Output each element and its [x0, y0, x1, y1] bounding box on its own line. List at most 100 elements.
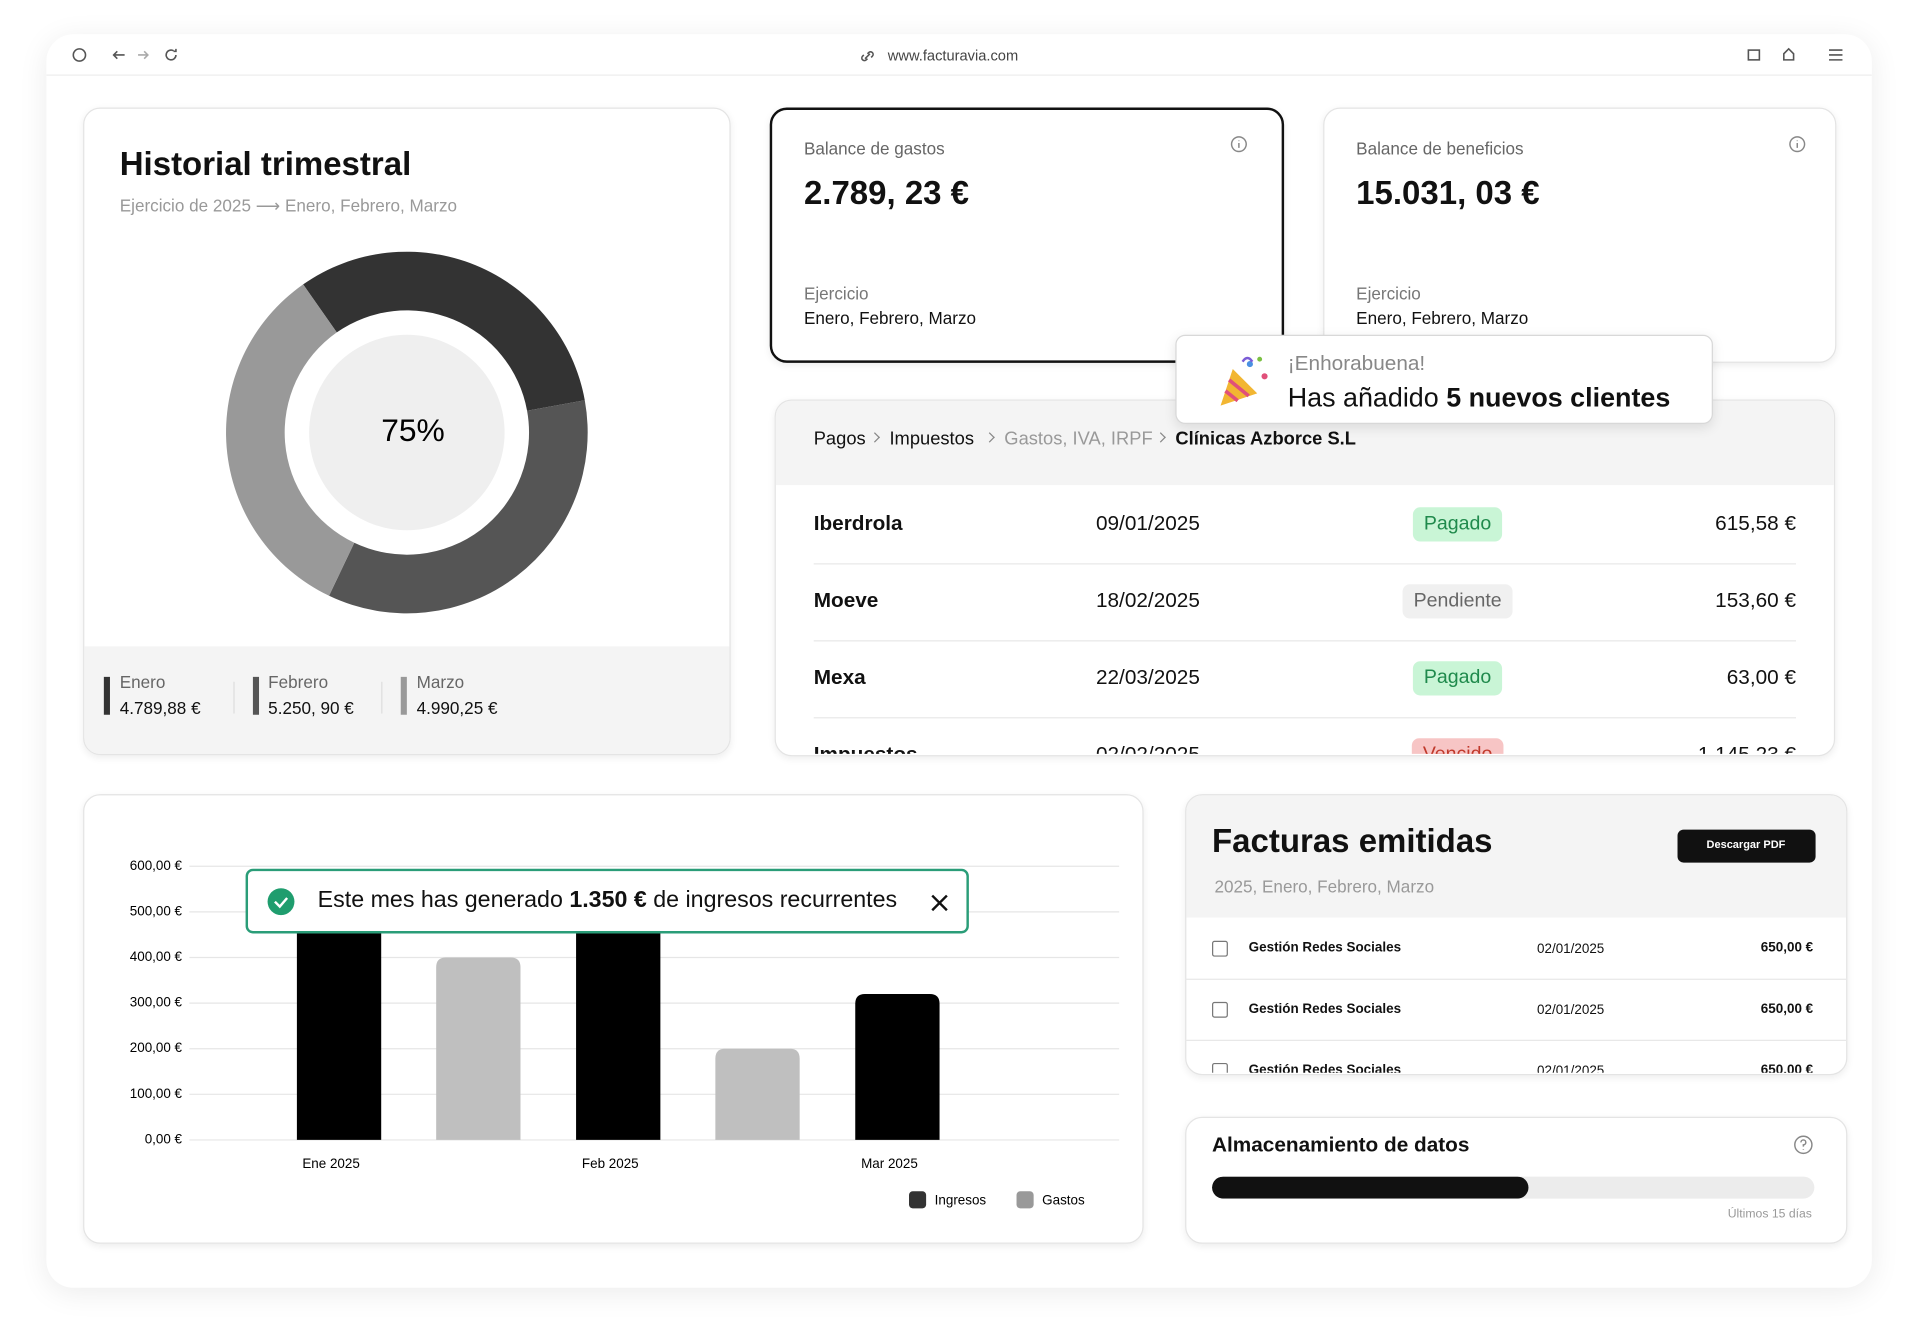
row-separator [1185, 1039, 1848, 1041]
bar [436, 957, 521, 1140]
help-icon[interactable] [1794, 1135, 1813, 1155]
bar [576, 884, 661, 1140]
storage-card [1185, 1116, 1848, 1244]
invoices-table: Gestión Redes Sociales 02/01/2025 650,00 €… [1185, 916, 1848, 1073]
balance-value: 2.789, 23 € [803, 174, 970, 212]
breadcrumb-item: Gastos, IVA, IRPF [1004, 428, 1153, 450]
url[interactable]: www.facturavia.com [887, 46, 1019, 65]
x-tick-label: Ene 2025 [302, 1156, 359, 1171]
y-tick-label: 200,00 € [130, 1040, 183, 1055]
period: Enero, Febrero, Marzo [803, 308, 977, 328]
status: Pagado [1412, 507, 1503, 542]
payee: Moeve [813, 588, 879, 612]
amount: 650,00 € [1760, 940, 1814, 956]
reload-icon[interactable] [165, 48, 177, 61]
forward-icon[interactable] [138, 50, 149, 60]
payee: Impuestos [814, 743, 918, 754]
storage-track [1212, 1176, 1815, 1199]
toast-message: Este mes has generado 1.350 € de ingreso… [317, 887, 898, 915]
breadcrumb-item: Impuestos [889, 428, 975, 450]
button-label[interactable]: Descargar PDF [1706, 838, 1786, 851]
payee: Iberdrola [813, 511, 903, 535]
legend-swatch [909, 1191, 927, 1209]
toast-text: Este mes has generado [317, 887, 563, 914]
row-separator [813, 717, 1797, 719]
status: Pendiente [1402, 584, 1513, 618]
row-separator [1185, 978, 1848, 980]
x-tick-label: Mar 2025 [861, 1156, 918, 1171]
legend-value: 4.990,25 € [416, 698, 498, 718]
tabs-icon[interactable] [1747, 49, 1761, 61]
card-subtitle: 2025, Enero, Febrero, Marzo [1214, 876, 1435, 896]
legend-value: 4.789,88 € [119, 698, 201, 718]
balance-title: Balance de beneficios [1356, 138, 1524, 158]
row-separator [813, 640, 1797, 642]
storage-fill [1212, 1176, 1529, 1199]
x-tick-label: Feb 2025 [582, 1156, 639, 1171]
balance-card[interactable] [1323, 107, 1837, 363]
balance-card[interactable] [769, 107, 1285, 363]
profile-icon[interactable] [72, 48, 87, 62]
toast-highlight: 5 nuevos clientes [1446, 382, 1671, 413]
y-tick-label: 600,00 € [130, 858, 183, 873]
y-tick-label: 500,00 € [130, 903, 183, 918]
donut-segment [303, 251, 585, 411]
amount: 650,00 € [1760, 1062, 1814, 1073]
browser-toolbar [46, 34, 1872, 76]
menu-icon[interactable] [1829, 49, 1843, 61]
checkbox[interactable] [1212, 1062, 1228, 1073]
toast-text: Has añadido [1287, 382, 1439, 413]
amount: 63,00 € [1726, 665, 1797, 689]
y-tick-label: 0,00 € [145, 1131, 183, 1146]
legend-label: Gastos [1042, 1193, 1085, 1208]
payee: Mexa [813, 665, 866, 689]
amount: 1.145,23 € [1698, 743, 1796, 754]
legend-label: Enero [119, 672, 166, 692]
date: 02/01/2025 [1537, 1003, 1605, 1018]
donut-center-label: 75% [381, 412, 445, 448]
date: 02/01/2025 [1537, 941, 1605, 957]
download-button[interactable] [1677, 829, 1816, 863]
storage-caption: Últimos 15 días [1727, 1207, 1812, 1222]
legend-value: 5.250, 90 € [268, 698, 354, 718]
info-icon[interactable] [1789, 136, 1806, 153]
toast: ¡Enhorabuena! Has añadido 5 nuevos clien… [1175, 334, 1713, 424]
y-tick-label: 300,00 € [130, 995, 183, 1010]
date: 22/03/2025 [1095, 665, 1200, 689]
status: Pagado [1412, 661, 1503, 695]
legend-swatch [1016, 1191, 1034, 1209]
bar [855, 993, 940, 1140]
toast-text: de ingresos recurrentes [653, 887, 898, 914]
legend-swatch [400, 676, 407, 715]
service: Gestión Redes Sociales [1248, 1001, 1402, 1017]
back-icon[interactable] [112, 50, 125, 60]
date: 02/02/2025 [1096, 743, 1200, 754]
date: 09/01/2025 [1095, 511, 1200, 535]
period-label: Ejercicio [803, 283, 869, 304]
amount: 615,58 € [1715, 511, 1797, 535]
bar [715, 1048, 800, 1140]
period: Enero, Febrero, Marzo [1356, 308, 1529, 328]
card-title: Historial trimestral [119, 145, 412, 183]
date: 18/02/2025 [1095, 588, 1200, 612]
service: Gestión Redes Sociales [1248, 1062, 1402, 1073]
legend-swatch [103, 676, 110, 715]
toast-highlight: 1.350 € [569, 887, 647, 914]
donut-segment [329, 400, 588, 614]
close-button[interactable] [927, 891, 951, 915]
card-subtitle: Ejercicio de 2025 ⟶ Enero, Febrero, Marz… [119, 195, 458, 216]
toast-message: Has añadido 5 nuevos clientes [1287, 382, 1671, 414]
party-icon [1220, 356, 1268, 406]
checkbox[interactable] [1212, 1001, 1228, 1018]
card-title: Facturas emitidas [1212, 822, 1493, 860]
period-label: Ejercicio [1356, 283, 1421, 304]
payments-table: Iberdrola 09/01/2025 Pagado 615,58 € Moeve 18… [775, 484, 1836, 754]
donut-center [309, 334, 505, 531]
checkbox[interactable] [1212, 940, 1228, 957]
toolbar-icons [72, 47, 1843, 62]
info-icon[interactable] [1230, 136, 1247, 153]
share-icon[interactable] [1783, 47, 1795, 61]
service: Gestión Redes Sociales [1248, 940, 1402, 956]
